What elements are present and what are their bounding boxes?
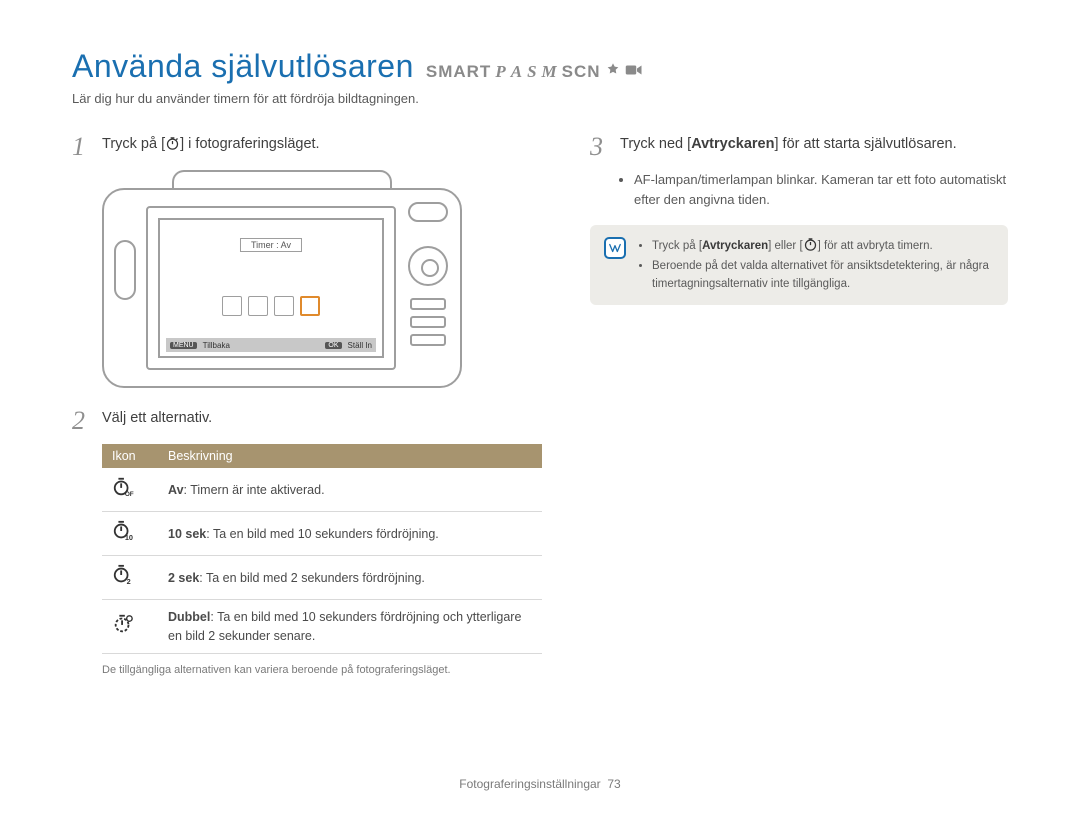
mode-m: M: [542, 62, 558, 82]
cell-icon: 10: [102, 512, 158, 556]
camera-illustration: Timer : Av MENU Tillbaka OK Ställ In: [102, 170, 542, 390]
step-2-text: Välj ett alternativ.: [102, 408, 212, 434]
right-column: 3 Tryck ned [Avtryckaren] för att starta…: [590, 134, 1008, 676]
step-1-text: Tryck på [ ] i fotograferingsläget.: [102, 134, 320, 160]
screen-option-icons: [222, 296, 320, 316]
step3-pre: Tryck ned [: [620, 136, 691, 152]
step1-pre: Tryck på [: [102, 136, 165, 152]
th-icon: Ikon: [102, 444, 158, 468]
screen-title: Timer : Av: [240, 238, 302, 252]
step-number-1: 1: [72, 134, 92, 160]
manual-page: Använda självutlösaren SMART P A S M SCN…: [0, 0, 1080, 815]
cell-desc: Av: Timern är inte aktiverad.: [158, 468, 542, 512]
step-2: 2 Välj ett alternativ.: [72, 408, 542, 434]
table-row: 10 10 sek: Ta en bild med 10 sekunders f…: [102, 512, 542, 556]
info-box: Tryck på [Avtryckaren] eller [] för att …: [590, 225, 1008, 305]
cell-icon: 2: [102, 556, 158, 600]
screen-bottom-bar: MENU Tillbaka OK Ställ In: [166, 338, 376, 352]
table-footnote: De tillgängliga alternativen kan variera…: [102, 664, 542, 676]
selected-option-icon: [300, 296, 320, 316]
footer-page: 73: [607, 777, 620, 791]
mode-a: A: [511, 62, 523, 82]
mode-star-icon: [605, 62, 621, 83]
cell-desc: 2 sek: Ta en bild med 2 sekunders fördrö…: [158, 556, 542, 600]
mode-badges: SMART P A S M SCN: [426, 62, 643, 83]
step-1: 1 Tryck på [ ] i fotograferingsläget.: [72, 134, 542, 160]
timer-icon: [803, 237, 818, 258]
step3-bullets: AF-lampan/timerlampan blinkar. Kameran t…: [620, 170, 1008, 209]
timer-double-icon: [112, 613, 134, 635]
footer-section: Fotograferingsinställningar: [459, 777, 600, 791]
left-column: 1 Tryck på [ ] i fotograferingsläget.: [72, 134, 542, 676]
mode-s: S: [527, 62, 537, 82]
back-label: Tillbaka: [203, 341, 230, 350]
info-icon: [604, 237, 626, 259]
content-columns: 1 Tryck på [ ] i fotograferingsläget.: [72, 134, 1008, 676]
th-desc: Beskrivning: [158, 444, 542, 468]
timer-icon: [165, 136, 180, 159]
table-row: Dubbel: Ta en bild med 10 sekunders förd…: [102, 600, 542, 653]
step3-bold: Avtryckaren: [691, 136, 774, 152]
cell-icon: [102, 600, 158, 653]
mode-smart: SMART: [426, 62, 491, 82]
options-table: Ikon Beskrivning OFF Av: Timern är inte …: [102, 444, 542, 654]
page-subtitle: Lär dig hur du använder timern för att f…: [72, 91, 1008, 106]
timer-2s-icon: 2: [112, 564, 134, 586]
cell-icon: OFF: [102, 468, 158, 512]
timer-10s-icon: 10: [112, 520, 134, 542]
svg-text:10: 10: [125, 533, 133, 542]
svg-text:2: 2: [127, 577, 131, 586]
mode-scn: SCN: [562, 62, 601, 82]
page-title: Använda självutlösaren: [72, 48, 414, 85]
cell-desc: Dubbel: Ta en bild med 10 sekunders förd…: [158, 600, 542, 653]
cell-desc: 10 sek: Ta en bild med 10 sekunders förd…: [158, 512, 542, 556]
info-item: Tryck på [Avtryckaren] eller [] för att …: [652, 237, 994, 258]
table-row: OFF Av: Timern är inte aktiverad.: [102, 468, 542, 512]
mode-movie-icon: [625, 62, 643, 82]
camera-dpad-icon: [408, 246, 448, 286]
timer-off-icon: OFF: [112, 476, 134, 498]
menu-tag: MENU: [170, 342, 197, 349]
step-number-2: 2: [72, 408, 92, 434]
svg-text:OFF: OFF: [125, 491, 134, 498]
camera-screen: Timer : Av MENU Tillbaka OK Ställ In: [158, 218, 384, 358]
page-footer: Fotograferingsinställningar 73: [0, 777, 1080, 791]
title-row: Använda självutlösaren SMART P A S M SCN: [72, 48, 1008, 85]
step1-post: ] i fotograferingsläget.: [180, 136, 319, 152]
step-number-3: 3: [590, 134, 610, 160]
step-3: 3 Tryck ned [Avtryckaren] för att starta…: [590, 134, 1008, 160]
bullet-item: AF-lampan/timerlampan blinkar. Kameran t…: [634, 170, 1008, 209]
mode-p: P: [495, 62, 506, 82]
info-item: Beroende på det valda alternativet för a…: [652, 258, 994, 293]
info-list: Tryck på [Avtryckaren] eller [] för att …: [652, 237, 994, 293]
step3-post: ] för att starta självutlösaren.: [774, 136, 956, 152]
table-row: 2 2 sek: Ta en bild med 2 sekunders förd…: [102, 556, 542, 600]
step-3-text: Tryck ned [Avtryckaren] för att starta s…: [620, 134, 957, 160]
set-label: Ställ In: [348, 341, 372, 350]
ok-tag: OK: [325, 342, 341, 349]
